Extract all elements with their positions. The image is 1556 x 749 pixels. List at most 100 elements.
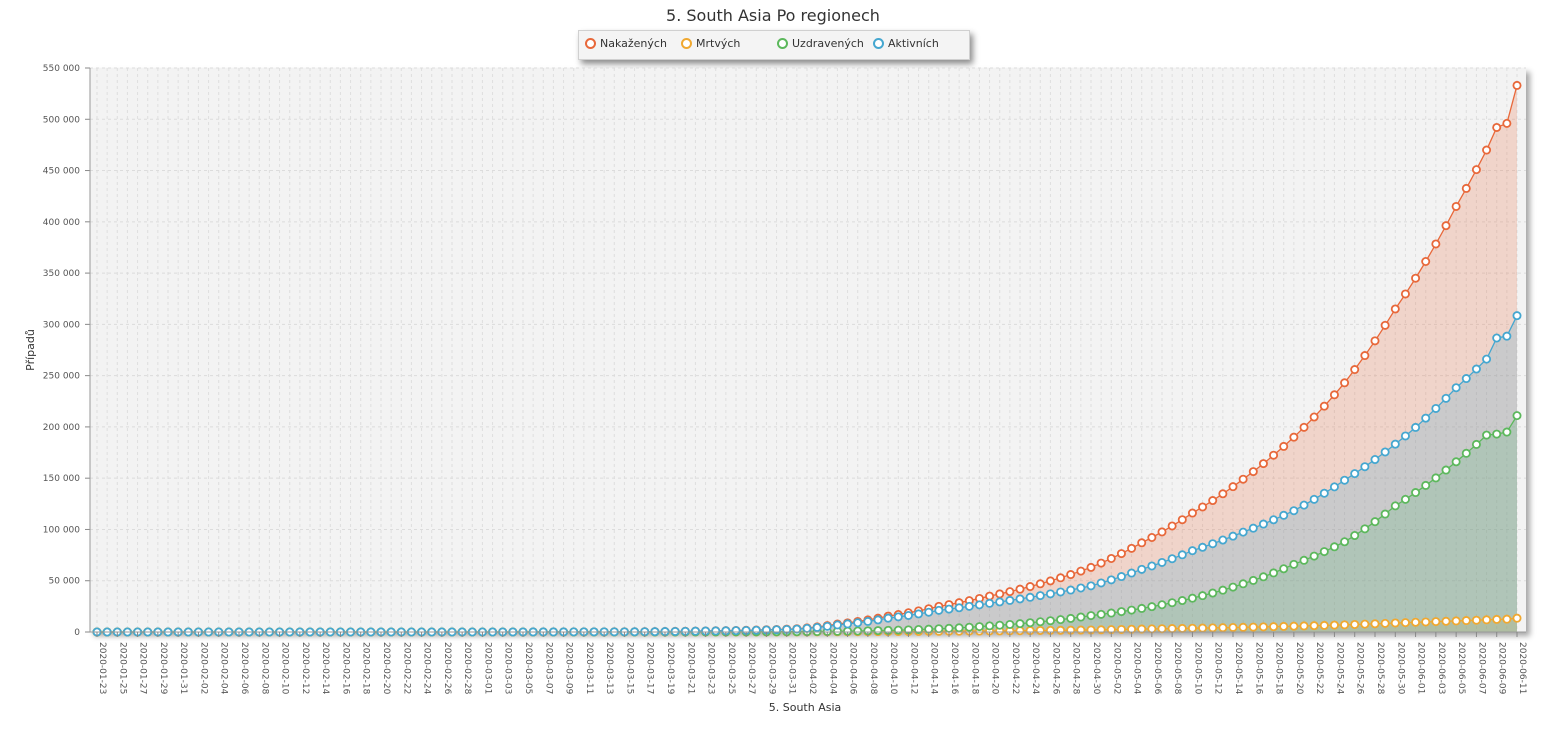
data-point bbox=[1005, 595, 1015, 605]
data-point bbox=[1137, 538, 1147, 548]
data-point bbox=[1350, 619, 1360, 629]
legend-item-uzdravenych[interactable]: Uzdravených bbox=[777, 37, 864, 50]
data-point bbox=[1187, 593, 1197, 603]
data-point bbox=[1056, 625, 1066, 635]
data-point bbox=[914, 625, 924, 635]
data-point bbox=[985, 598, 995, 608]
x-tick-label: 2020-02-06 bbox=[239, 642, 249, 695]
data-point bbox=[1106, 608, 1116, 618]
x-axis-title: 5. South Asia bbox=[769, 701, 842, 714]
data-point bbox=[1015, 584, 1025, 594]
data-point bbox=[1045, 589, 1055, 599]
data-point bbox=[1411, 422, 1421, 432]
legend-item-aktivnich[interactable]: Aktivních bbox=[873, 37, 939, 50]
data-point bbox=[1279, 564, 1289, 574]
x-tick-label: 2020-02-26 bbox=[442, 642, 452, 695]
x-tick-label: 2020-05-10 bbox=[1192, 642, 1202, 695]
data-point bbox=[863, 616, 873, 626]
data-point bbox=[1421, 256, 1431, 266]
data-point bbox=[1198, 542, 1208, 552]
data-point bbox=[1471, 364, 1481, 374]
data-point bbox=[1502, 614, 1512, 624]
legend: Nakažených Mrtvých Uzdravených Aktivních bbox=[578, 30, 970, 60]
data-point bbox=[832, 620, 842, 630]
x-tick-label: 2020-04-10 bbox=[888, 642, 898, 695]
data-point bbox=[1461, 616, 1471, 626]
x-tick-label: 2020-04-14 bbox=[929, 642, 939, 695]
y-tick-label: 150 000 bbox=[43, 474, 80, 484]
data-point bbox=[1218, 585, 1228, 595]
data-point bbox=[1319, 488, 1329, 498]
x-tick-label: 2020-03-21 bbox=[685, 642, 695, 694]
data-point bbox=[1421, 413, 1431, 423]
x-tick-label: 2020-02-22 bbox=[401, 642, 411, 694]
x-tick-label: 2020-04-18 bbox=[969, 642, 979, 695]
data-point bbox=[1370, 455, 1380, 465]
data-point bbox=[853, 618, 863, 628]
data-point bbox=[1269, 622, 1279, 632]
legend-item-mrtvych[interactable]: Mrtvých bbox=[681, 37, 740, 50]
data-point bbox=[1056, 587, 1066, 597]
data-point bbox=[1299, 500, 1309, 510]
data-point bbox=[1076, 583, 1086, 593]
data-point bbox=[1248, 523, 1258, 533]
data-point bbox=[1441, 616, 1451, 626]
data-point bbox=[1025, 618, 1035, 628]
data-point bbox=[964, 622, 974, 632]
data-point bbox=[1421, 617, 1431, 627]
data-point bbox=[751, 625, 761, 635]
x-tick-label: 2020-04-26 bbox=[1050, 642, 1060, 695]
x-tick-label: 2020-04-30 bbox=[1091, 642, 1101, 695]
data-point bbox=[1360, 462, 1370, 472]
x-tick-label: 2020-02-18 bbox=[361, 642, 371, 695]
x-tick-label: 2020-02-28 bbox=[462, 642, 472, 695]
y-tick-label: 500 000 bbox=[43, 115, 80, 125]
data-point bbox=[1471, 165, 1481, 175]
data-point bbox=[974, 600, 984, 610]
data-point bbox=[1451, 616, 1461, 626]
x-tick-label: 2020-05-02 bbox=[1111, 642, 1121, 694]
plot-area bbox=[90, 68, 1526, 632]
data-point bbox=[1340, 537, 1350, 547]
data-point bbox=[1127, 543, 1137, 553]
data-point bbox=[1157, 624, 1167, 634]
data-point bbox=[1035, 591, 1045, 601]
data-point bbox=[1157, 600, 1167, 610]
x-tick-label: 2020-06-05 bbox=[1456, 642, 1466, 694]
x-tick-label: 2020-04-24 bbox=[1030, 642, 1040, 695]
data-point bbox=[1309, 621, 1319, 631]
data-point bbox=[985, 621, 995, 631]
data-point bbox=[1025, 582, 1035, 592]
data-point bbox=[1441, 465, 1451, 475]
legend-item-nakazenych[interactable]: Nakažených bbox=[585, 37, 667, 50]
x-tick-label: 2020-05-24 bbox=[1334, 642, 1344, 695]
data-point bbox=[1380, 618, 1390, 628]
data-point bbox=[1228, 622, 1238, 632]
data-point bbox=[1390, 618, 1400, 628]
data-point bbox=[1127, 568, 1137, 578]
data-point bbox=[934, 624, 944, 634]
data-point bbox=[792, 624, 802, 634]
data-point bbox=[1066, 585, 1076, 595]
data-point bbox=[1329, 390, 1339, 400]
y-axis: 0 50 000 100 000 150 000 200 000 250 000 300 0… bbox=[43, 64, 91, 638]
data-point bbox=[1015, 626, 1025, 636]
data-point bbox=[1147, 533, 1157, 543]
data-point bbox=[1208, 588, 1218, 598]
series-marker-icon bbox=[585, 38, 596, 49]
data-point bbox=[1167, 521, 1177, 531]
data-point bbox=[1482, 354, 1492, 364]
data-point bbox=[1116, 624, 1126, 634]
data-point bbox=[1360, 524, 1370, 534]
data-point bbox=[964, 601, 974, 611]
data-point bbox=[1350, 531, 1360, 541]
data-point bbox=[1319, 547, 1329, 557]
data-point bbox=[1076, 566, 1086, 576]
data-point bbox=[1177, 550, 1187, 560]
data-point bbox=[1492, 122, 1502, 132]
data-point bbox=[1238, 579, 1248, 589]
legend-label: Nakažených bbox=[600, 37, 667, 50]
data-point bbox=[1269, 450, 1279, 460]
x-tick-label: 2020-05-06 bbox=[1152, 642, 1162, 695]
data-point bbox=[1056, 573, 1066, 583]
